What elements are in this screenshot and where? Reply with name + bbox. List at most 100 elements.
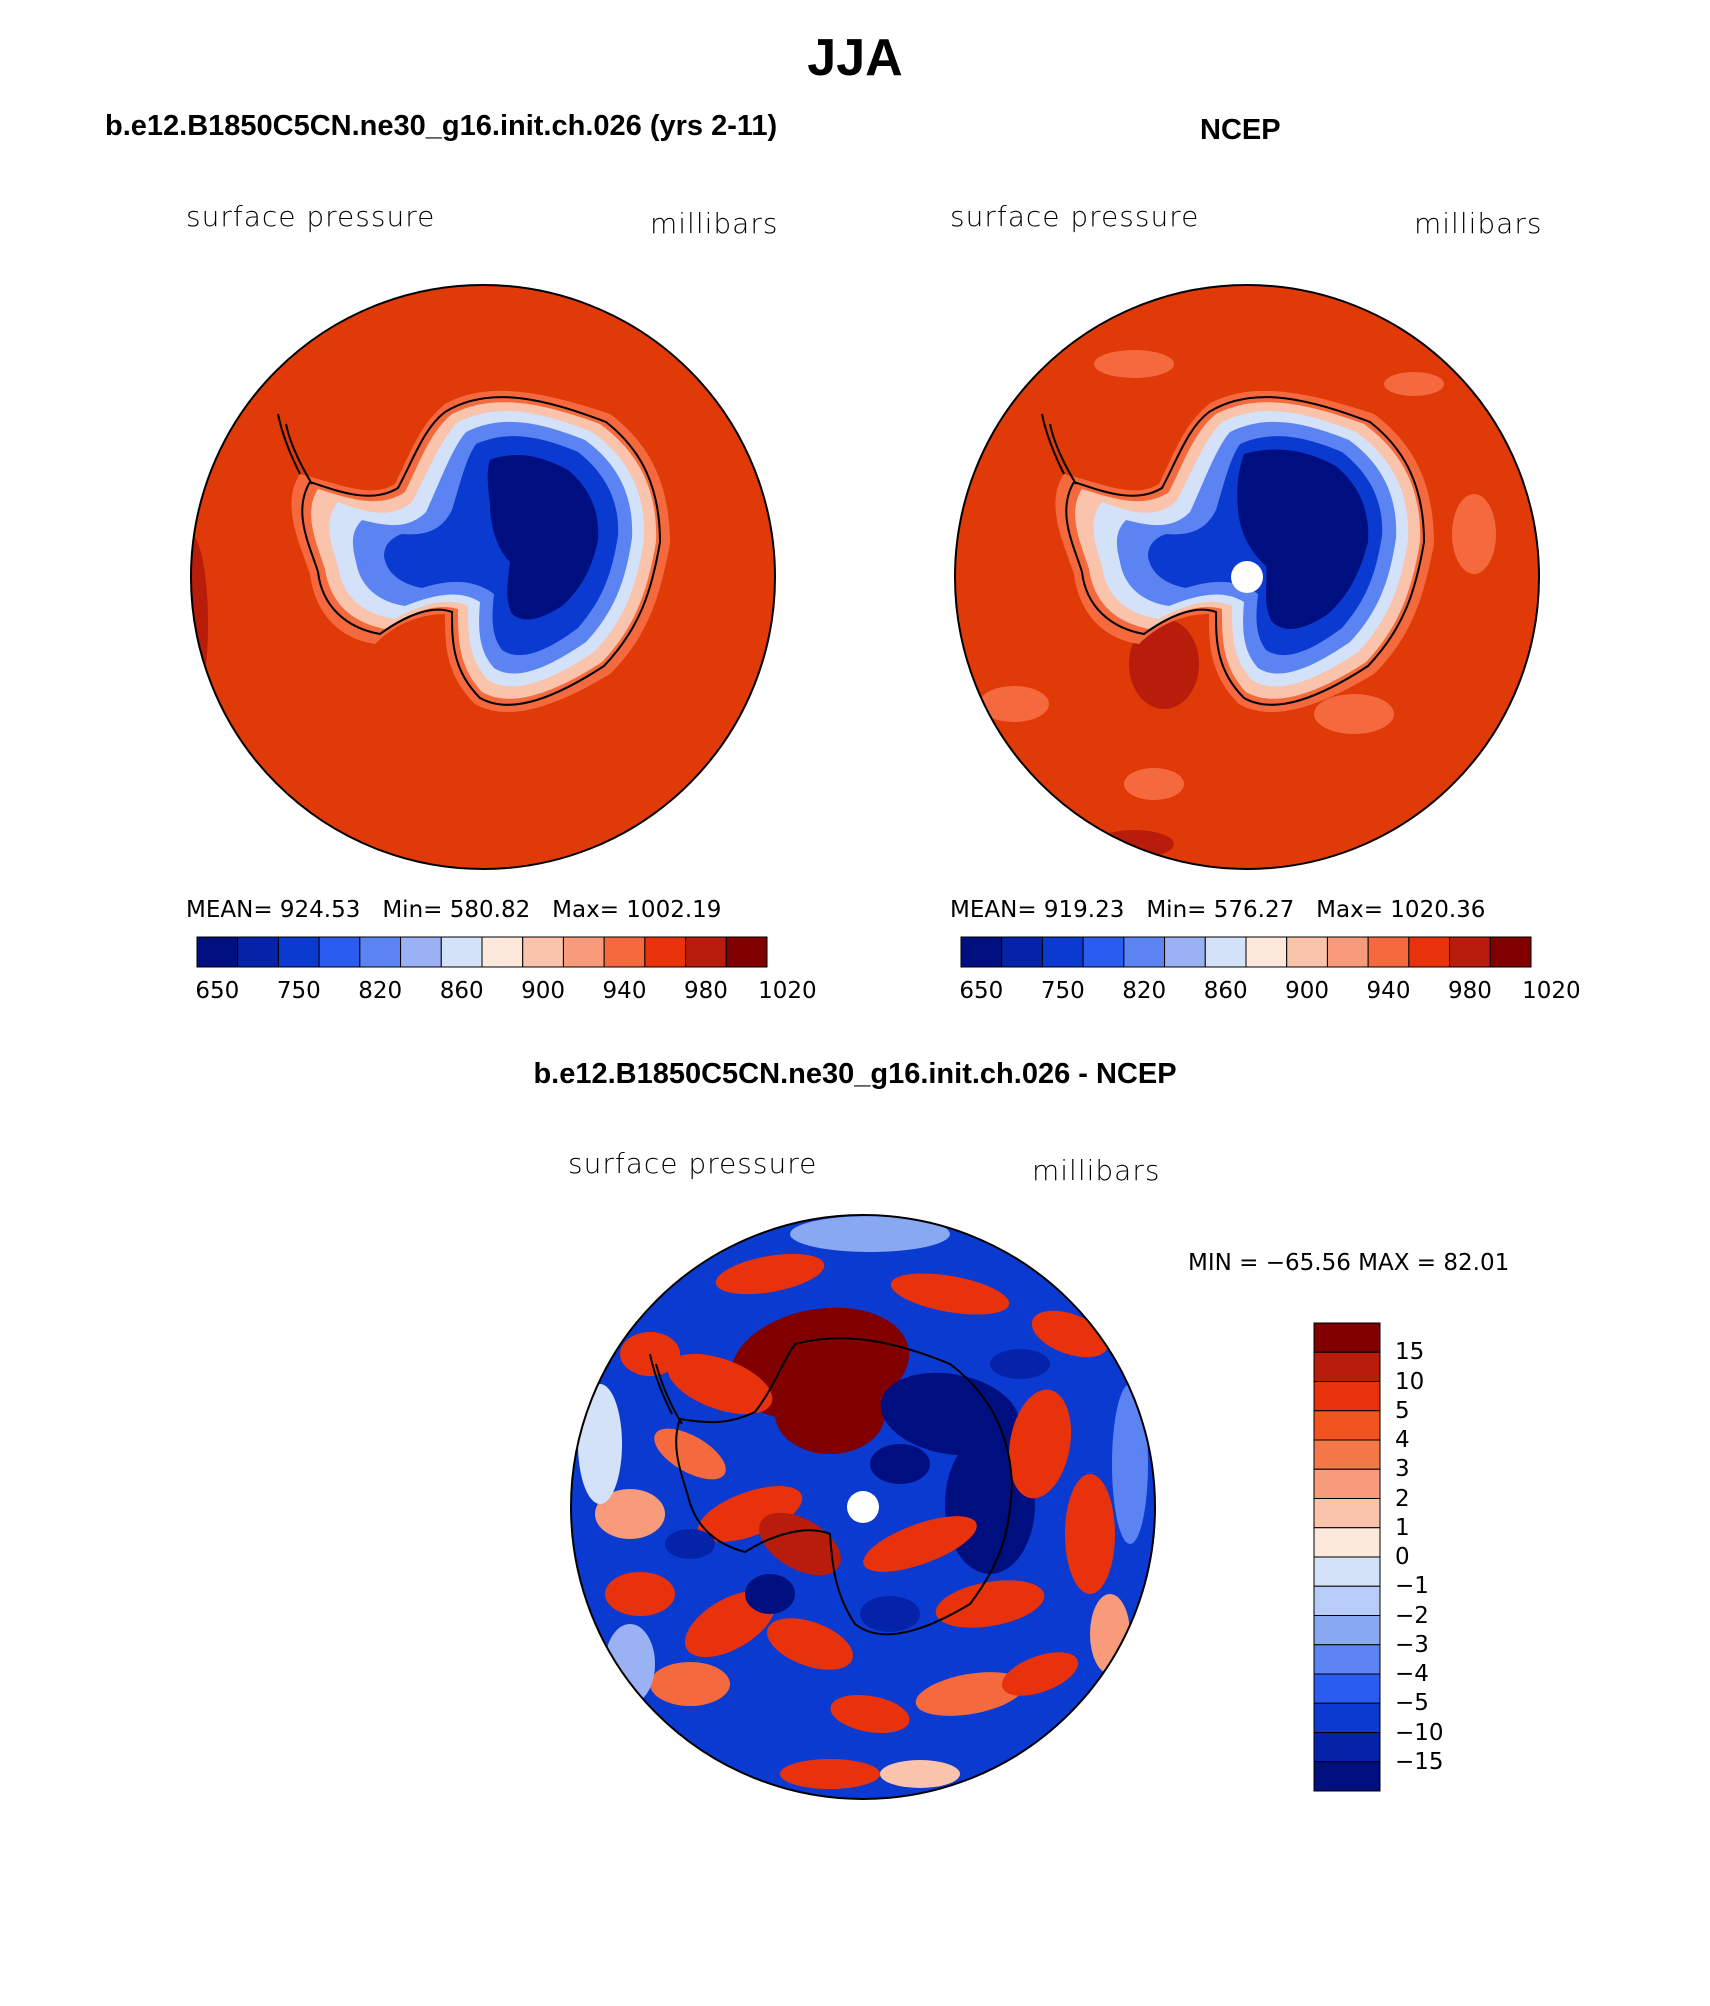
panel1-colorbar-ticks: 650 750 820 860 900 940 980 1020 bbox=[195, 978, 816, 1008]
panel3-colorbar-tick: −15 bbox=[1395, 1748, 1444, 1775]
panel1-colorbar-swatch bbox=[725, 936, 768, 968]
panel2-colorbar-tick: 650 bbox=[959, 978, 1004, 1004]
panel2-colorbar bbox=[960, 936, 1532, 968]
panel3-unit-label: millibars bbox=[1032, 1154, 1161, 1187]
panel2-colorbar-swatch bbox=[1367, 936, 1410, 968]
panel3-colorbar-tick: −10 bbox=[1395, 1719, 1444, 1746]
panel3-contour-region bbox=[1001, 1652, 1079, 1696]
panel1-coastline bbox=[301, 396, 662, 706]
panel1-colorbar-swatch bbox=[318, 936, 361, 968]
panel2-coastline bbox=[1065, 396, 1426, 706]
panel3-colorbar-tick: −3 bbox=[1395, 1631, 1429, 1658]
panel2-pole-hole bbox=[1231, 561, 1263, 593]
panel3-colorbar bbox=[1313, 1322, 1381, 1792]
panel1-colorbar-tick: 860 bbox=[439, 978, 484, 1004]
panel1-colorbar-swatch bbox=[277, 936, 320, 968]
panel3-title: b.e12.B1850C5CN.ne30_g16.init.ch.026 - N… bbox=[533, 1058, 1177, 1090]
panel1-max-value: 1002.19 bbox=[626, 897, 722, 923]
panel3-colorbar-ticks: 15 10 5 4 3 2 1 0 −1 −2 −3 −4 −5 −10 −15 bbox=[1395, 1323, 1475, 1791]
panel2-unit-label: millibars bbox=[1414, 207, 1543, 240]
panel3-colorbar-swatch bbox=[1313, 1468, 1381, 1499]
panel3-colorbar-tick: 3 bbox=[1395, 1456, 1410, 1483]
panel3-contour-region bbox=[775, 1374, 885, 1454]
panel2-patch-8 bbox=[969, 790, 1019, 818]
panel2-min-value: 576.27 bbox=[1213, 897, 1295, 923]
panel2-patch-6 bbox=[1314, 694, 1394, 734]
panel3-contour-region bbox=[715, 1253, 825, 1295]
panel1-unit-label: millibars bbox=[650, 207, 779, 240]
panel3-contour-region bbox=[1065, 1474, 1115, 1594]
panel2-colorbar-swatch bbox=[1164, 936, 1206, 968]
panel2-colorbar-ticks: 650 750 820 860 900 940 980 1020 bbox=[959, 978, 1580, 1008]
panel2-colorbar-tick: 980 bbox=[1447, 978, 1492, 1004]
panel3-contour-region bbox=[697, 1486, 803, 1542]
panel1-colorbar-tick: 650 bbox=[195, 978, 240, 1004]
panel1-mean-value: 924.53 bbox=[279, 897, 361, 923]
panel1-colorbar bbox=[196, 936, 768, 968]
panel3-colorbar-swatch bbox=[1313, 1498, 1381, 1529]
panel3-contour-region bbox=[990, 1349, 1050, 1379]
panel3-colorbar-swatch bbox=[1313, 1439, 1381, 1470]
panel3-contour-region bbox=[780, 1759, 880, 1789]
panel3-contour-region bbox=[890, 1273, 1010, 1315]
panel3-map-border bbox=[570, 1214, 1156, 1800]
panel3-colorbar-swatch bbox=[1313, 1702, 1381, 1733]
panel2-colorbar-swatch bbox=[1408, 936, 1451, 968]
panel3-colorbar-tick: 1 bbox=[1395, 1514, 1410, 1541]
panel3-colorbar-swatch bbox=[1313, 1527, 1381, 1558]
panel1-colorbar-swatch bbox=[196, 936, 239, 968]
panel2-colorbar-swatch bbox=[1326, 936, 1369, 968]
panel3-contour-region bbox=[665, 1529, 715, 1559]
panel2-mean-label: MEAN= bbox=[950, 897, 1037, 923]
panel2-patch-4 bbox=[979, 686, 1049, 722]
panel2-colorbar-swatch bbox=[1001, 936, 1043, 968]
panel3-colorbar-tick: 4 bbox=[1395, 1427, 1410, 1453]
panel1-colorbar-tick: 1020 bbox=[758, 978, 817, 1004]
panel3-colorbar-tick: 5 bbox=[1395, 1397, 1410, 1424]
panel1-min-value: 580.82 bbox=[449, 897, 531, 923]
panel1-mean-label: MEAN= bbox=[186, 897, 273, 923]
panel3-stats: MIN = −65.56 MAX = 82.01 bbox=[1188, 1250, 1510, 1276]
panel1-stats: MEAN= 924.53 Min= 580.82 Max= 1002.19 bbox=[186, 897, 721, 923]
panel3-contour-region bbox=[935, 1580, 1045, 1628]
panel1-colorbar-swatch bbox=[400, 936, 442, 968]
panel2-patch-9 bbox=[1129, 619, 1199, 709]
panel2-colorbar-tick: 1020 bbox=[1522, 978, 1581, 1004]
panel3-colorbar-swatch bbox=[1313, 1322, 1381, 1353]
panel1-colorbar-swatch bbox=[440, 936, 483, 968]
panel2-colorbar-swatch bbox=[1204, 936, 1247, 968]
panel3-colorbar-tick: −5 bbox=[1395, 1690, 1429, 1717]
panel1-colorbar-swatch bbox=[603, 936, 646, 968]
panel1-dark-patch bbox=[191, 534, 208, 714]
panel1-max-label: Max= bbox=[552, 897, 619, 923]
panel2-peninsula bbox=[1041, 413, 1077, 485]
panel1-colorbar-tick: 900 bbox=[521, 978, 566, 1004]
panel2-contour-650 bbox=[1237, 449, 1369, 629]
panel2-patch-5 bbox=[1124, 768, 1184, 800]
panel2-max-label: Max= bbox=[1316, 897, 1383, 923]
panel2-mean-value: 919.23 bbox=[1043, 897, 1125, 923]
panel1-title: b.e12.B1850C5CN.ne30_g16.init.ch.026 (yr… bbox=[105, 110, 778, 142]
panel3-contour-region bbox=[915, 1672, 1025, 1716]
panel3-contour-region bbox=[654, 1428, 726, 1480]
panel3-contour-region bbox=[605, 1624, 655, 1704]
panel3-contour-region bbox=[650, 1662, 730, 1706]
panel3-colorbar-tick: 15 bbox=[1395, 1339, 1425, 1366]
panel3-polar-map bbox=[570, 1214, 1156, 1800]
panel2-title: NCEP bbox=[1200, 114, 1281, 146]
panel3-colorbar-swatch bbox=[1313, 1556, 1381, 1587]
panel1-colorbar-tick: 980 bbox=[683, 978, 728, 1004]
panel1-colorbar-swatch bbox=[481, 936, 524, 968]
panel3-colorbar-swatch bbox=[1313, 1673, 1381, 1704]
panel3-colorbar-swatch bbox=[1313, 1410, 1381, 1441]
panel2-colorbar-tick: 820 bbox=[1122, 978, 1167, 1004]
panel3-colorbar-swatch bbox=[1313, 1644, 1381, 1675]
panel2-patch-2 bbox=[1384, 372, 1444, 396]
panel3-colorbar-swatch bbox=[1313, 1615, 1381, 1646]
panel2-colorbar-swatch bbox=[1489, 936, 1532, 968]
panel3-contour-region bbox=[860, 1596, 920, 1632]
panel1-colorbar-tick: 820 bbox=[358, 978, 403, 1004]
panel3-colorbar-swatch bbox=[1313, 1351, 1381, 1382]
panel2-patch-3 bbox=[1452, 494, 1496, 574]
panel2-colorbar-swatch bbox=[1123, 936, 1166, 968]
